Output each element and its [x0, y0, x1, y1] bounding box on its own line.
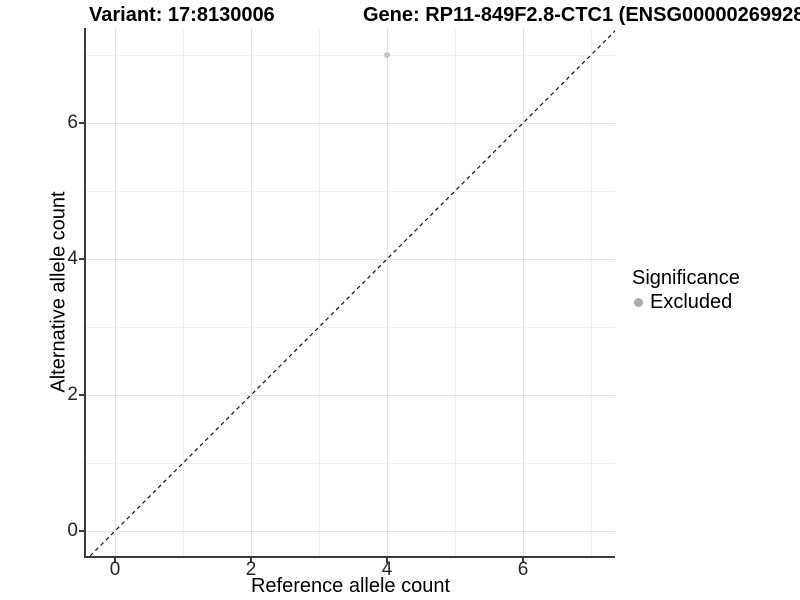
y-tick-label: 4 [67, 248, 78, 269]
y-tick-label: 2 [67, 384, 78, 405]
y-major-gridline [86, 394, 615, 396]
legend-title: Significance [632, 267, 740, 289]
y-axis-tick [79, 122, 84, 124]
y-axis-title: Alternative allele count [47, 191, 70, 393]
y-minor-gridline [86, 54, 615, 56]
x-tick-label: 0 [109, 559, 121, 580]
y-major-gridline [86, 258, 615, 260]
variant-title: Variant: 17:8130006 [89, 4, 275, 26]
y-minor-gridline [86, 326, 615, 328]
x-tick-label: 4 [381, 559, 393, 580]
legend-item-label: Excluded [650, 291, 733, 313]
legend: Significance Excluded [632, 267, 740, 313]
data-point [384, 52, 390, 58]
x-axis-tick [386, 558, 388, 563]
y-axis-tick [79, 258, 84, 260]
y-major-gridline [86, 122, 615, 124]
x-major-gridline [114, 28, 116, 556]
x-major-gridline [522, 28, 524, 556]
plot-panel: 0 2 4 6 0 2 4 6 [67, 28, 615, 580]
x-minor-gridline [454, 28, 456, 556]
y-axis-tick [79, 530, 84, 532]
y-minor-gridline [86, 190, 615, 192]
x-axis-tick [114, 558, 116, 563]
y-axis-tick [79, 394, 84, 396]
x-tick-label: 6 [517, 559, 529, 580]
y-tick-label: 0 [67, 520, 78, 541]
x-axis-tick [250, 558, 252, 563]
x-major-gridline [250, 28, 252, 556]
gene-title: Gene: RP11-849F2.8-CTC1 (ENSG00000269928 [363, 4, 800, 26]
y-minor-gridline [86, 462, 615, 464]
identity-line-layer [89, 30, 615, 556]
x-minor-gridline [590, 28, 592, 556]
y-tick-label: 6 [67, 112, 78, 133]
legend-item-excluded: Excluded [632, 291, 740, 313]
x-tick-label: 2 [245, 559, 257, 580]
x-major-gridline [386, 28, 388, 556]
identity-line [89, 30, 615, 556]
legend-point-icon [634, 297, 643, 307]
x-axis-title: Reference allele count [250, 575, 450, 597]
x-minor-gridline [182, 28, 184, 556]
x-minor-gridline [318, 28, 320, 556]
y-major-gridline [86, 530, 615, 532]
x-axis-tick [522, 558, 524, 563]
